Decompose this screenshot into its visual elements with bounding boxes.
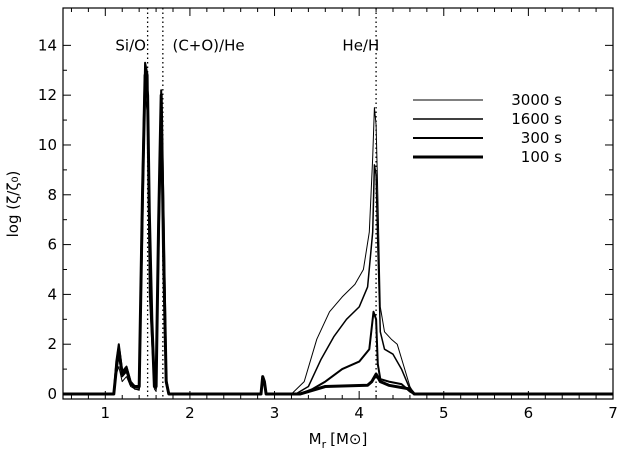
plot-frame <box>62 7 614 400</box>
x-tick-label-7: 7 <box>608 404 618 422</box>
sun-symbol-icon: ⊙ <box>349 430 362 448</box>
y-axis: 0 2 4 6 8 10 12 14 <box>38 36 613 403</box>
x-tick-label-2: 2 <box>185 404 195 422</box>
legend-label-1: 1600 s <box>511 110 562 128</box>
annotation-0: Si/O <box>115 36 146 54</box>
y-tick-label-0: 0 <box>47 385 57 403</box>
x-tick-label-4: 4 <box>354 404 364 422</box>
series-line-100-s <box>63 73 613 396</box>
legend-label-3: 100 s <box>521 148 562 166</box>
y-tick-label-10: 10 <box>38 136 57 154</box>
annotations: Si/O (C+O)/He He/H <box>115 36 379 54</box>
legend-label-0: 3000 s <box>511 91 562 109</box>
x-tick-label-3: 3 <box>270 404 280 422</box>
x-tick-label-5: 5 <box>439 404 449 422</box>
legend-label-2: 300 s <box>521 129 562 147</box>
series-layer <box>63 61 613 396</box>
y-tick-label-6: 6 <box>47 236 57 254</box>
y-axis-label: log (ζ/ζ₀) <box>4 171 22 238</box>
y-tick-label-8: 8 <box>47 186 57 204</box>
x-axis-label: Mr [M⊙] <box>309 430 368 451</box>
vertical-reference-lines <box>146 8 377 399</box>
y-tick-label-14: 14 <box>38 36 57 54</box>
annotation-2: He/H <box>342 36 379 54</box>
y-tick-label-2: 2 <box>47 335 57 353</box>
x-tick-label-6: 6 <box>524 404 534 422</box>
y-tick-label-12: 12 <box>38 86 57 104</box>
y-tick-label-4: 4 <box>47 285 57 303</box>
x-tick-label-1: 1 <box>101 404 111 422</box>
annotation-1: (C+O)/He <box>172 36 244 54</box>
